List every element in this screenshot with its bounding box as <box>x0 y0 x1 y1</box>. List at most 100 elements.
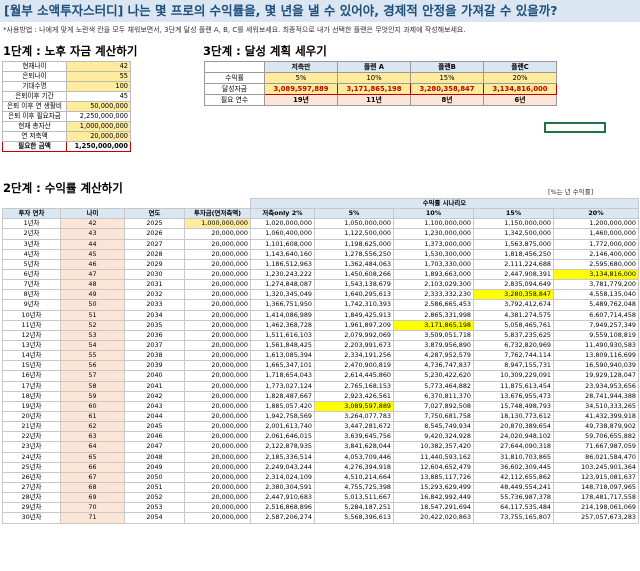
table-cell: 13,885,117,726 <box>393 471 474 483</box>
table-row: 6년차 47 2030 20,000,000 1,230,243,222 1,450,60… <box>2 268 639 281</box>
table-cell: 20,870,389,654 <box>473 421 554 433</box>
input-label: 연 저축액 <box>2 131 67 142</box>
plan-row: 달성자금 3,089,597,889 3,171,865,198 3,280,358,… <box>204 83 557 95</box>
table-cell: 2041 <box>124 380 185 392</box>
table-cell: 3,639,645,756 <box>314 431 394 443</box>
table-cell: 1,849,425,913 <box>314 309 394 321</box>
table-cell: 20,000,000 <box>184 400 251 412</box>
table-cell: 20,000,000 <box>184 502 251 514</box>
table-cell: 20,000,000 <box>184 238 251 250</box>
table-cell: 2,865,331,998 <box>393 309 474 321</box>
table-cell: 2047 <box>124 441 185 453</box>
input-value-cell[interactable]: 100 <box>66 81 131 92</box>
table-cell: 63 <box>60 431 125 443</box>
table-cell: 2029 <box>124 258 185 270</box>
table-cell: 5,284,187,251 <box>314 502 394 514</box>
column-header: 저축only 2% <box>250 208 315 220</box>
table-row: 30년차 71 2054 20,000,000 2,587,206,274 5,568,3… <box>2 512 639 524</box>
table-cell: 1,942,758,569 <box>250 410 315 423</box>
table-cell: 20,000,000 <box>184 319 251 331</box>
table-cell: 13,809,116,699 <box>553 350 639 362</box>
table-cell: 28년차 <box>2 492 61 504</box>
table-cell: 1,143,640,160 <box>250 248 315 260</box>
table-row: 18년차 59 2042 20,000,000 1,828,487,667 2,923,4… <box>2 390 639 402</box>
table-cell: 51 <box>60 309 125 321</box>
table-cell: 48,449,554,241 <box>473 481 554 494</box>
total-row: 필요한 금액 1,250,000,000 <box>2 141 131 152</box>
table-cell: 1,772,000,000 <box>553 238 639 250</box>
table-cell: 3,509,051,718 <box>393 329 474 341</box>
input-value-cell[interactable]: 42 <box>66 61 131 72</box>
table-cell: 20,000,000 <box>184 329 251 341</box>
table-cell: 2054 <box>124 512 185 524</box>
input-value-cell[interactable]: 50,000,000 <box>66 101 131 112</box>
table-cell: 2052 <box>124 492 185 504</box>
table-cell: 36,602,309,445 <box>473 461 554 473</box>
input-value-cell[interactable]: 20,000,000 <box>66 131 131 142</box>
table-cell: 59,706,655,882 <box>553 431 639 443</box>
table-cell: 9,420,324,928 <box>393 431 474 443</box>
table-cell: 5,773,464,882 <box>393 380 474 392</box>
table-cell: 10,309,229,091 <box>473 370 554 382</box>
table-cell: 24,020,948,102 <box>473 431 554 443</box>
table-cell: 1,200,000,000 <box>553 218 639 230</box>
table-cell: 1,450,608,266 <box>314 268 394 281</box>
table-cell: 2년차 <box>2 228 61 240</box>
input-row: 은퇴이후 기간 45 <box>2 91 131 102</box>
column-header: 투자금(연저축액) <box>184 208 251 220</box>
table-cell: 15,293,629,499 <box>393 481 474 494</box>
table-cell: 2027 <box>124 238 185 250</box>
table-cell: 25년차 <box>2 461 61 473</box>
active-cell-cursor[interactable] <box>544 122 606 133</box>
table-cell: 1,511,616,103 <box>250 329 315 341</box>
table-row: 29년차 70 2053 20,000,000 2,516,868,896 5,284,1… <box>2 502 639 514</box>
plan-cell[interactable]: 10% <box>337 72 411 84</box>
table-cell: 9년차 <box>2 299 61 311</box>
table-cell: 20,000,000 <box>184 492 251 504</box>
table-cell: 60 <box>60 400 125 412</box>
table-cell: 2026 <box>124 228 185 240</box>
step1-heading: 1단계 : 노후 자금 계산하기 <box>3 44 138 58</box>
input-value-cell[interactable]: 55 <box>66 71 131 82</box>
table-row: 16년차 57 2040 20,000,000 1,718,654,043 2,614,4… <box>2 370 639 382</box>
table-cell: 8,947,155,731 <box>473 360 554 372</box>
table-cell: 2,249,043,244 <box>250 461 315 473</box>
table-cell: 1,530,300,000 <box>393 248 474 260</box>
table-cell: 4,276,394,918 <box>314 461 394 473</box>
table-cell: 68 <box>60 481 125 494</box>
table-cell: 31,810,703,865 <box>473 451 554 463</box>
table-cell: 1,563,875,000 <box>473 238 554 250</box>
table-row: 11년차 52 2035 20,000,000 1,462,368,728 1,961,8… <box>2 319 639 331</box>
table-row: 9년차 50 2033 20,000,000 1,366,751,950 1,742,31… <box>2 299 639 311</box>
plan-cell: 3,171,865,198 <box>337 83 411 95</box>
input-value-cell[interactable]: 1,000,000,000 <box>66 121 131 132</box>
table-cell: 4,558,135,040 <box>553 289 639 301</box>
table-cell: 12년차 <box>2 329 61 341</box>
plan-cell[interactable]: 20% <box>483 72 557 84</box>
table-cell: 2034 <box>124 309 185 321</box>
plan-row: 필요 연수 19년 11년 8년 6년 <box>204 94 557 106</box>
table-cell: 70 <box>60 502 125 514</box>
table-cell: 2046 <box>124 431 185 443</box>
table-cell: 20,000,000 <box>184 451 251 463</box>
table-cell: 7,750,681,758 <box>393 410 474 423</box>
table-cell: 4,736,747,837 <box>393 360 474 372</box>
table-cell: 2,447,908,391 <box>473 268 554 281</box>
plan-column-header: 플랜 A <box>337 61 411 73</box>
table-cell: 7,027,892,508 <box>393 400 474 412</box>
table-row: 12년차 53 2036 20,000,000 1,511,616,103 2,079,9… <box>2 329 639 341</box>
input-row: 은퇴 이후 연 생활비 50,000,000 <box>2 101 131 112</box>
plan-cell[interactable]: 15% <box>410 72 484 84</box>
table-cell: 1,885,057,420 <box>250 400 315 412</box>
table-cell: 58 <box>60 380 125 392</box>
table-cell: 6,607,714,458 <box>553 309 639 321</box>
plan-row-label: 수익률 <box>204 72 265 84</box>
table-cell: 29년차 <box>2 502 61 514</box>
table-cell: 26년차 <box>2 471 61 483</box>
plan-cell[interactable]: 5% <box>264 72 338 84</box>
table-cell: 3,781,779,200 <box>553 279 639 291</box>
table-cell: 5,058,465,761 <box>473 319 554 331</box>
table-row: 14년차 55 2038 20,000,000 1,613,085,394 2,334,1… <box>2 350 639 362</box>
table-cell: 2040 <box>124 370 185 382</box>
plan-cell: 8년 <box>410 94 484 106</box>
